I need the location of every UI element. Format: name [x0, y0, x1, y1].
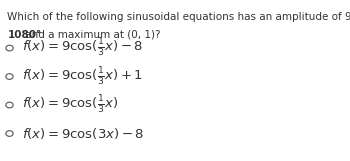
Text: $f(x) = 9\cos(3x) - 8$: $f(x) = 9\cos(3x) - 8$ — [22, 126, 144, 141]
Text: and a maximum at (0, 1)?: and a maximum at (0, 1)? — [22, 30, 161, 40]
Text: $f(x) = 9\cos(\frac{1}{3}x) - 8$: $f(x) = 9\cos(\frac{1}{3}x) - 8$ — [22, 37, 143, 59]
Text: $f(x) = 9\cos(\frac{1}{3}x) + 1$: $f(x) = 9\cos(\frac{1}{3}x) + 1$ — [22, 66, 143, 88]
Text: Which of the following sinusoidal equations has an amplitude of 9, a period of: Which of the following sinusoidal equati… — [7, 12, 350, 23]
Text: 1080°: 1080° — [7, 30, 42, 40]
Text: $f(x) = 9\cos(\frac{1}{3}x)$: $f(x) = 9\cos(\frac{1}{3}x)$ — [22, 94, 118, 116]
